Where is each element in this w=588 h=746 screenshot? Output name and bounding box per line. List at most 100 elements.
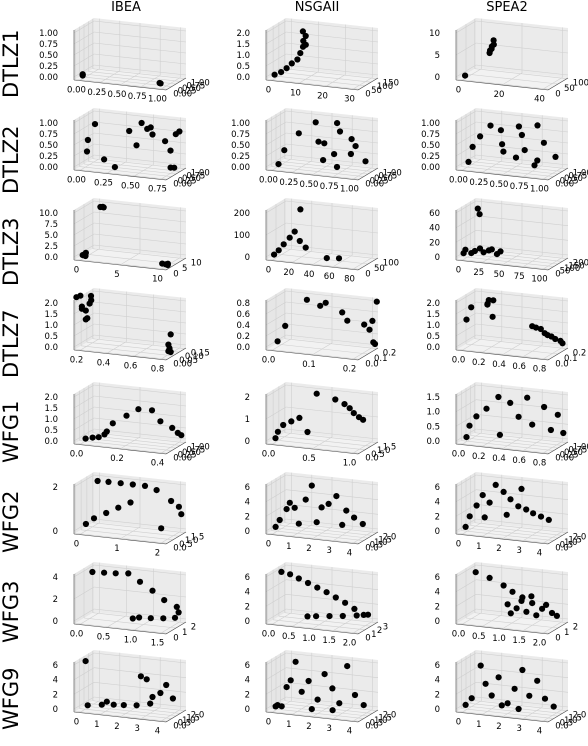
data-point: [297, 206, 304, 213]
y-tick-label: 0.1: [374, 354, 388, 364]
y-tick-label: 150: [383, 79, 399, 89]
x-tick-label: 0.25: [87, 88, 106, 98]
z-tick-label: 0.75: [39, 40, 58, 50]
scatter3d-panel-dtlz2-ibea: 0.00 0.25 0.50 0.75 0.00 0.25 0.50 0.75 1.00 0.00…: [30, 108, 210, 200]
data-point: [149, 693, 156, 701]
data-point: [539, 605, 546, 612]
data-point: [302, 32, 309, 40]
y-tick-label: 0.00: [365, 179, 384, 189]
tick-labels: 0 1 2 0.00.51.01.5 0 2: [53, 483, 205, 558]
data-point: [138, 119, 145, 127]
x-tick-label: 0.6: [124, 362, 138, 372]
y-tick-label: 0.75: [186, 81, 205, 91]
data-point: [353, 612, 360, 619]
gridlines: [265, 288, 379, 360]
data-point: [111, 164, 118, 171]
problem-label-wfg3: WFG3: [0, 580, 23, 644]
y-tick-label: 1.5: [568, 535, 582, 545]
gridlines: [455, 472, 569, 544]
z-tick-label: 2.0: [44, 393, 58, 403]
data-points: [272, 390, 367, 442]
data-point: [167, 331, 174, 338]
tick-labels: 0.0 0.2 0.4 0.6 0.8 0.000.250.500.751.00 0.0 0.…: [426, 393, 588, 468]
x-tick-label: 4: [347, 726, 352, 736]
gridlines: [265, 472, 379, 544]
x-tick-label: 4: [155, 726, 160, 736]
x-tick-label: 0.0: [452, 630, 466, 640]
z-tick-label: 0.25: [39, 62, 58, 72]
data-point: [504, 601, 511, 608]
data-point: [518, 131, 525, 139]
y-tick-label: 0.0: [173, 543, 187, 553]
scatter3d-panel-dtlz7-nsgaii: 0.0 0.1 0.2 0.0 0.1 0.2 0.0 0.2 0.4 0.6 0.8: [222, 288, 398, 380]
data-point: [160, 615, 167, 622]
data-point: [360, 702, 367, 709]
data-point: [315, 138, 322, 145]
y-tick-label: 1.0: [564, 538, 578, 548]
z-tick-label: 100: [234, 231, 250, 241]
data-point: [334, 120, 341, 127]
z-tick-label: 1: [245, 415, 250, 425]
z-tick-label: 6: [245, 483, 250, 493]
data-point: [511, 685, 518, 692]
x-tick-label: 0: [266, 86, 271, 96]
data-point: [371, 340, 379, 348]
data-point: [304, 613, 311, 620]
scatter3d-plot: 0.0 0.2 0.4 0.6 0.8 0.000.250.500.751.00 0.0 0.…: [426, 382, 588, 468]
data-point: [359, 520, 366, 528]
data-point: [280, 241, 287, 248]
z-tick-label: 0: [245, 437, 250, 447]
data-point: [468, 304, 475, 311]
data-point: [100, 204, 107, 211]
data-point: [169, 695, 176, 702]
z-tick-label: 4: [435, 498, 440, 508]
data-point: [295, 130, 302, 137]
z-tick-label: 1.0: [426, 321, 440, 331]
z-tick-label: 0.75: [421, 130, 440, 140]
data-points: [83, 119, 183, 171]
data-point: [162, 138, 169, 145]
x-tick-label: 100: [531, 274, 547, 284]
data-point: [331, 151, 338, 158]
data-point: [129, 615, 136, 622]
data-point: [276, 516, 283, 524]
data-point: [136, 578, 144, 585]
data-point: [503, 511, 510, 518]
x-tick-label: 0.00: [449, 176, 468, 186]
data-points: [73, 292, 174, 356]
z-tick-label: 10.0: [39, 209, 58, 219]
problem-label-dtlz2: DTLZ2: [0, 125, 23, 195]
data-point: [291, 228, 298, 235]
x-tick-label: 0: [456, 540, 461, 550]
data-point: [117, 480, 124, 487]
data-points: [82, 477, 185, 532]
data-point: [462, 701, 469, 708]
scatter3d-plot: 0.0 0.2 0.40.000.250.500.751.000.00.51.01.…: [44, 382, 210, 468]
y-tick-label: 0.50: [564, 448, 583, 458]
x-tick-label: 0.1: [302, 360, 316, 370]
data-point: [488, 692, 495, 699]
z-tick-label: 6: [53, 661, 58, 671]
y-tick-label: 0.0: [365, 453, 379, 463]
axis-lines: [455, 120, 569, 181]
axis-lines: [265, 120, 379, 181]
data-point: [553, 612, 560, 619]
data-point: [304, 579, 312, 587]
gridlines: [265, 382, 379, 454]
axis-lines: [455, 662, 569, 723]
data-point: [313, 613, 320, 620]
scatter3d-plot: 0.00 0.25 0.50 0.750.000.250.500.751.000.00…: [39, 108, 210, 194]
data-point: [274, 428, 281, 435]
data-point: [175, 503, 182, 510]
z-tick-label: 0.50: [421, 141, 440, 151]
data-point: [339, 521, 346, 528]
z-tick-label: 10: [429, 29, 440, 39]
data-point: [320, 157, 327, 164]
algorithm-title-spea2: SPEA2: [486, 0, 528, 15]
x-tick-label: 0: [266, 266, 271, 276]
gridlines: [73, 288, 187, 360]
